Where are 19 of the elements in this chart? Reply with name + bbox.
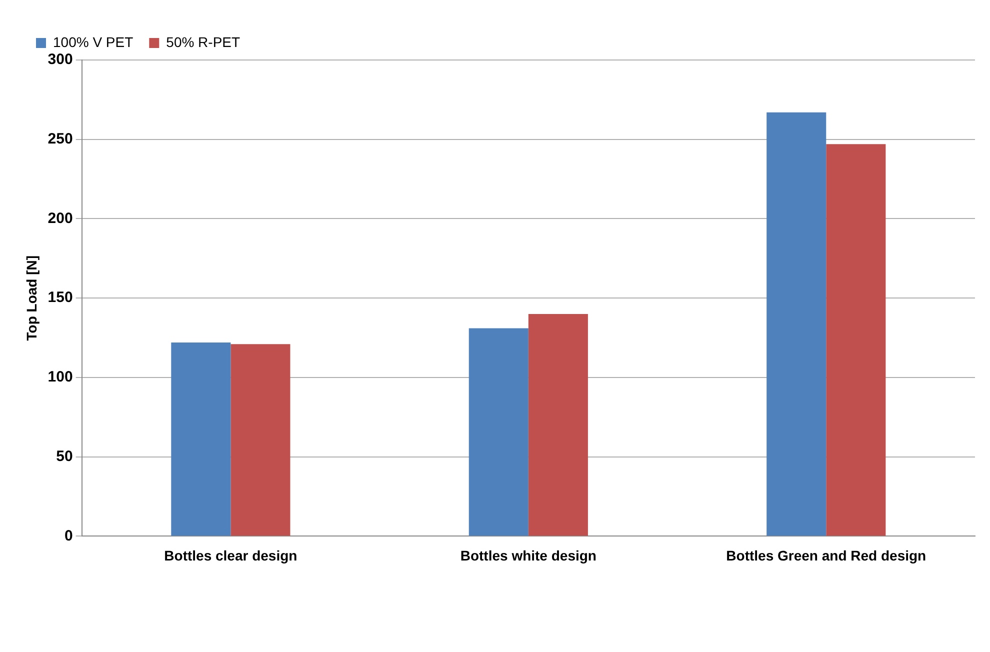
y-tick-label: 0 (64, 527, 73, 544)
x-tick-label: Bottles Green and Red design (726, 547, 926, 564)
bar (826, 144, 886, 536)
legend-label: 100% V PET (53, 34, 134, 50)
bar (528, 314, 588, 536)
bar (766, 112, 826, 536)
y-tick-label: 100 (48, 368, 73, 386)
bar (230, 344, 290, 536)
y-tick-label: 300 (48, 51, 73, 68)
y-tick-label: 150 (48, 289, 73, 306)
legend-label: 50% R-PET (166, 34, 241, 50)
bar (468, 328, 528, 536)
bar (171, 342, 231, 536)
y-tick-label: 50 (56, 448, 73, 465)
y-axis-title: Top Load [N] (23, 255, 40, 341)
x-tick-label: Bottles white design (460, 547, 596, 564)
x-tick-label: Bottles clear design (164, 547, 298, 564)
y-tick-label: 200 (48, 210, 73, 227)
y-tick-label: 250 (48, 130, 73, 148)
